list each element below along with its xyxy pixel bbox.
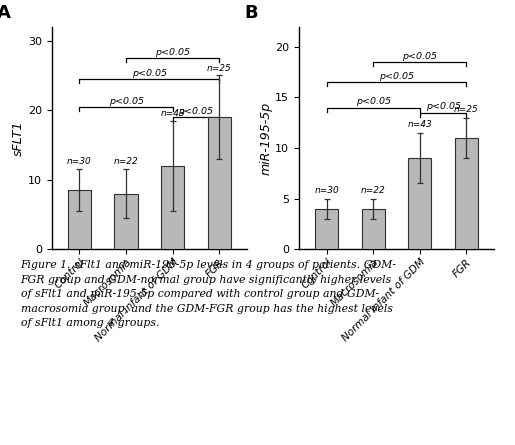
Y-axis label: sFLT1: sFLT1	[12, 120, 25, 156]
Bar	[114, 194, 138, 249]
Bar	[68, 190, 91, 249]
Text: n=22: n=22	[361, 186, 386, 194]
Text: n=25: n=25	[207, 64, 232, 73]
Text: n=22: n=22	[114, 158, 139, 166]
Text: n=30: n=30	[67, 158, 92, 166]
Text: n=30: n=30	[314, 186, 339, 194]
Text: p<0.05: p<0.05	[132, 69, 167, 78]
Bar	[161, 166, 184, 249]
Text: A: A	[0, 4, 11, 22]
Text: n=43: n=43	[407, 120, 432, 129]
Bar	[455, 138, 478, 249]
Text: B: B	[244, 4, 258, 22]
Text: Figure 1. sFlt1 and miR-195-5p levels in 4 groups of patients. GDM-
FGR group an: Figure 1. sFlt1 and miR-195-5p levels in…	[21, 260, 397, 328]
Text: p<0.05: p<0.05	[356, 97, 391, 106]
Text: p<0.05: p<0.05	[379, 72, 414, 81]
Bar	[362, 209, 385, 249]
Bar	[208, 117, 231, 249]
Text: p<0.05: p<0.05	[178, 107, 213, 116]
Bar	[315, 209, 338, 249]
Bar	[408, 158, 432, 249]
Text: p<0.05: p<0.05	[155, 48, 190, 57]
Y-axis label: miR-195-5p: miR-195-5p	[259, 101, 272, 174]
Text: p<0.05: p<0.05	[402, 52, 437, 61]
Text: n=25: n=25	[454, 105, 479, 113]
Text: p<0.05: p<0.05	[109, 97, 144, 105]
Text: p<0.05: p<0.05	[425, 102, 460, 111]
Text: n=43: n=43	[160, 109, 185, 118]
